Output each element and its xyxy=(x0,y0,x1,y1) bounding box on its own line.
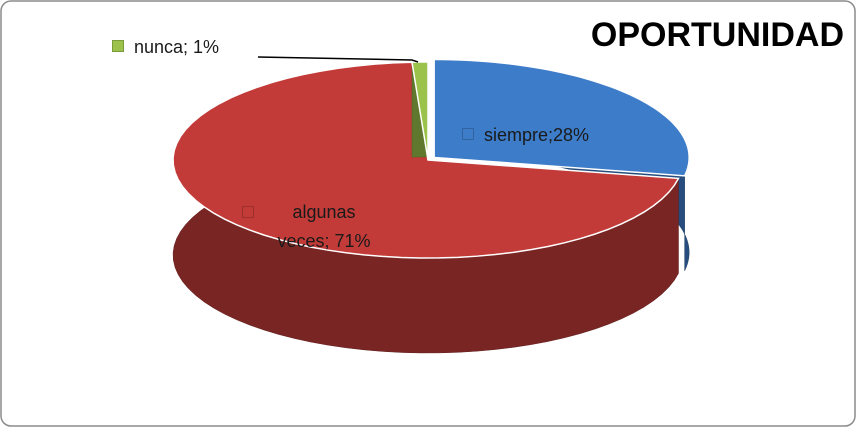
leader-line xyxy=(257,56,419,63)
label-swatch xyxy=(462,128,474,140)
label-swatch xyxy=(242,206,254,218)
label-swatch xyxy=(112,40,124,52)
chart-title: OPORTUNIDAD xyxy=(590,16,844,54)
slice-top xyxy=(172,61,680,259)
slice-top xyxy=(411,61,429,161)
data-label-group: algunas veces; 71% xyxy=(242,198,412,256)
data-label-group: nunca; 1% xyxy=(112,33,219,62)
slice xyxy=(411,61,429,161)
data-label-group: siempre;28% xyxy=(462,121,589,150)
slice xyxy=(172,61,680,354)
data-label: nunca; 1% xyxy=(134,37,220,57)
slice xyxy=(433,58,690,271)
pie xyxy=(172,58,690,354)
data-label: algunas veces; 71% xyxy=(277,202,371,251)
slice-top xyxy=(433,58,690,177)
data-label: siempre;28% xyxy=(484,125,590,145)
